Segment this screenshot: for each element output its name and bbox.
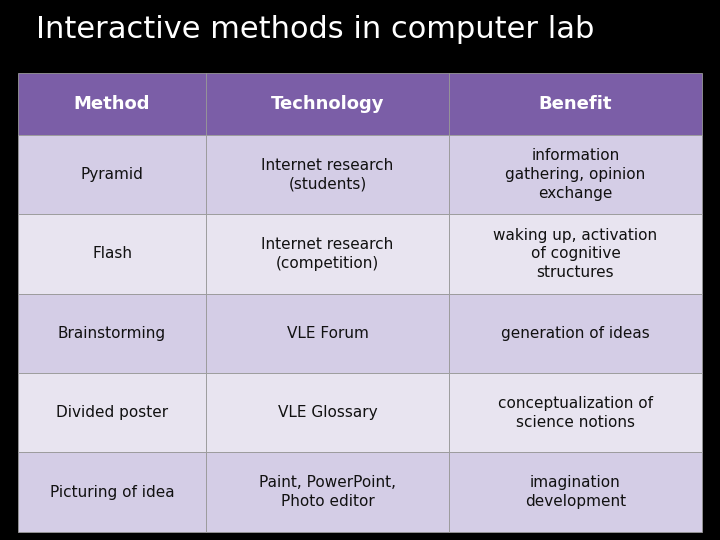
Text: Divided poster: Divided poster <box>56 406 168 420</box>
Bar <box>18 214 206 294</box>
Text: Pyramid: Pyramid <box>81 167 143 182</box>
Text: Interactive methods in computer lab: Interactive methods in computer lab <box>36 15 595 44</box>
Text: Method: Method <box>73 95 150 113</box>
Bar <box>449 73 702 135</box>
Text: Internet research
(competition): Internet research (competition) <box>261 237 394 271</box>
Bar <box>449 214 702 294</box>
Bar <box>449 373 702 453</box>
Bar <box>18 294 206 373</box>
Bar <box>206 453 449 532</box>
Bar <box>18 135 206 214</box>
Text: VLE Glossary: VLE Glossary <box>278 406 377 420</box>
Text: VLE Forum: VLE Forum <box>287 326 369 341</box>
Bar <box>206 214 449 294</box>
Bar <box>449 135 702 214</box>
Text: imagination
development: imagination development <box>525 475 626 509</box>
Text: Technology: Technology <box>271 95 384 113</box>
Bar <box>449 294 702 373</box>
Bar <box>206 373 449 453</box>
Bar <box>449 453 702 532</box>
Text: Picturing of idea: Picturing of idea <box>50 485 174 500</box>
Bar <box>18 73 206 135</box>
Text: Paint, PowerPoint,
Photo editor: Paint, PowerPoint, Photo editor <box>259 475 396 509</box>
Bar <box>206 294 449 373</box>
Text: Flash: Flash <box>92 246 132 261</box>
Text: waking up, activation
of cognitive
structures: waking up, activation of cognitive struc… <box>493 228 657 280</box>
Text: conceptualization of
science notions: conceptualization of science notions <box>498 396 653 430</box>
Bar <box>18 373 206 453</box>
Text: Benefit: Benefit <box>539 95 612 113</box>
Bar <box>206 135 449 214</box>
Text: generation of ideas: generation of ideas <box>501 326 650 341</box>
Text: Brainstorming: Brainstorming <box>58 326 166 341</box>
Bar <box>18 453 206 532</box>
Bar <box>206 73 449 135</box>
Text: information
gathering, opinion
exchange: information gathering, opinion exchange <box>505 148 646 201</box>
Text: Internet research
(students): Internet research (students) <box>261 158 394 191</box>
